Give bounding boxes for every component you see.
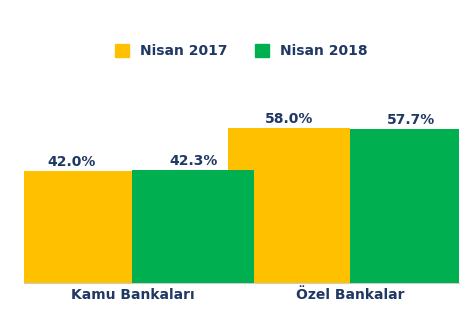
Legend: Nisan 2017, Nisan 2018: Nisan 2017, Nisan 2018 — [115, 44, 368, 58]
Bar — [350, 129, 472, 283]
Text: 57.7%: 57.7% — [387, 113, 435, 127]
Bar — [228, 128, 350, 283]
Text: 58.0%: 58.0% — [265, 112, 313, 126]
Bar — [10, 171, 132, 283]
Text: 42.0%: 42.0% — [47, 155, 96, 169]
Bar — [132, 170, 254, 283]
Text: 42.3%: 42.3% — [169, 154, 218, 168]
